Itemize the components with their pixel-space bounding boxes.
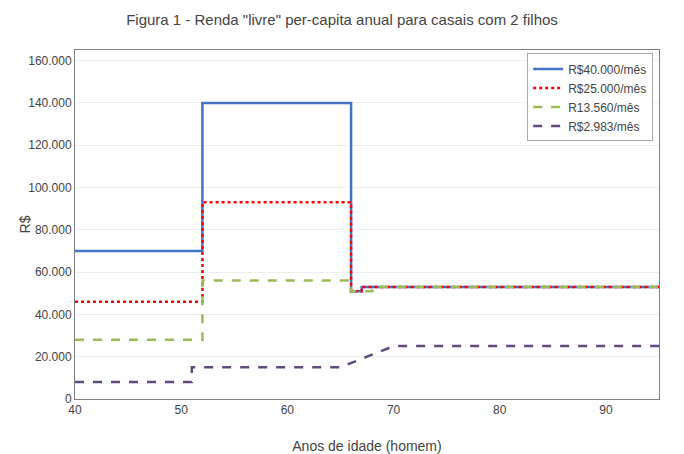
svg-text:20.000: 20.000 xyxy=(35,350,72,364)
svg-text:120.000: 120.000 xyxy=(28,138,72,152)
svg-text:80: 80 xyxy=(493,403,507,417)
svg-text:Figura 1 - Renda "livre" per-c: Figura 1 - Renda "livre" per-capita anua… xyxy=(126,11,558,28)
svg-text:50: 50 xyxy=(175,403,189,417)
svg-text:0: 0 xyxy=(65,392,72,406)
svg-text:60.000: 60.000 xyxy=(35,265,72,279)
svg-text:R13.560/mês: R13.560/mês xyxy=(568,101,639,115)
svg-text:80.000: 80.000 xyxy=(35,223,72,237)
svg-text:40: 40 xyxy=(68,403,82,417)
svg-text:160.000: 160.000 xyxy=(28,54,72,68)
svg-text:60: 60 xyxy=(281,403,295,417)
svg-text:140.000: 140.000 xyxy=(28,96,72,110)
svg-text:40.000: 40.000 xyxy=(35,308,72,322)
svg-text:100.000: 100.000 xyxy=(28,181,72,195)
svg-text:R$: R$ xyxy=(17,215,33,233)
svg-text:Anos de idade (homem): Anos de idade (homem) xyxy=(292,438,441,454)
svg-text:R$40.000/mês: R$40.000/mês xyxy=(568,63,646,77)
svg-text:70: 70 xyxy=(387,403,401,417)
svg-text:90: 90 xyxy=(599,403,613,417)
svg-text:R$25.000/mês: R$25.000/mês xyxy=(568,82,646,96)
svg-text:R$2.983/mês: R$2.983/mês xyxy=(568,120,639,134)
